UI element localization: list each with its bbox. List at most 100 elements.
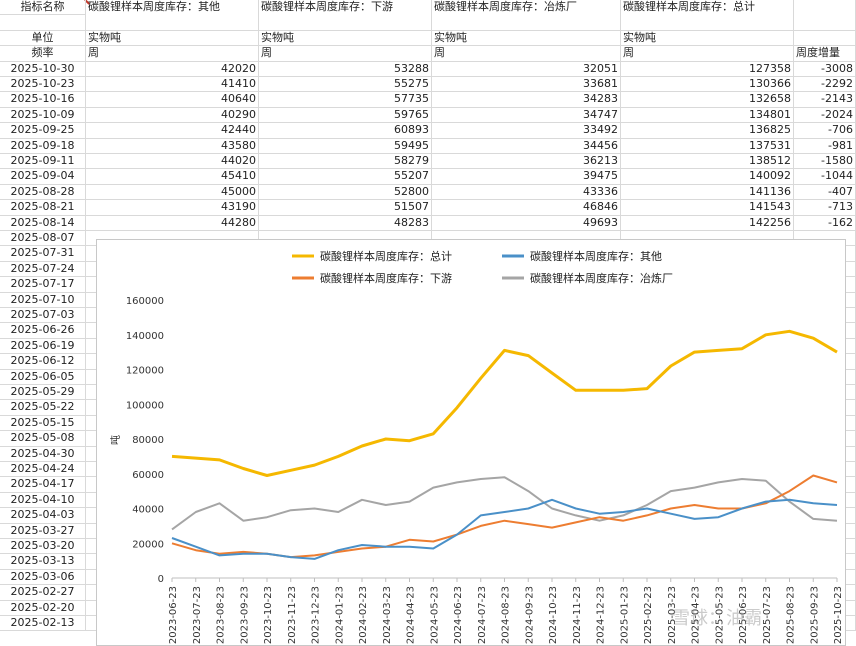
column-freq-cell[interactable]: 周 [259, 46, 432, 62]
value-cell[interactable]: 127358 [621, 61, 794, 77]
value-cell[interactable]: 60893 [259, 123, 432, 139]
value-cell[interactable]: 44280 [86, 215, 259, 231]
date-cell[interactable]: 2025-06-26 [0, 323, 86, 339]
value-cell[interactable]: 140092 [621, 169, 794, 185]
value-cell[interactable]: 39475 [432, 169, 621, 185]
column-unit-cell[interactable]: 实物吨 [432, 30, 621, 47]
date-cell[interactable]: 2025-10-09 [0, 107, 86, 124]
date-cell[interactable]: 2025-05-15 [0, 415, 86, 432]
value-cell[interactable]: 34456 [432, 138, 621, 154]
date-cell[interactable]: 2025-09-18 [0, 138, 86, 154]
date-cell[interactable]: 2025-08-28 [0, 184, 86, 201]
value-cell[interactable]: 44020 [86, 154, 259, 170]
date-cell[interactable]: 2025-08-21 [0, 200, 86, 216]
value-cell[interactable]: 141136 [621, 184, 794, 201]
value-cell[interactable]: 43580 [86, 138, 259, 154]
value-cell[interactable]: -2024 [794, 107, 856, 124]
value-cell[interactable]: -2143 [794, 92, 856, 108]
date-cell[interactable]: 2025-04-30 [0, 446, 86, 462]
date-cell[interactable]: 2025-07-10 [0, 292, 86, 308]
row-label-indicator[interactable]: 指标名称 [0, 0, 86, 16]
inventory-line-chart[interactable]: 0 20000 40000 60000 80000 100000 120000 140000 1… [96, 239, 846, 646]
date-cell[interactable]: 2025-04-03 [0, 508, 86, 524]
value-cell[interactable]: 51507 [259, 200, 432, 216]
value-cell[interactable]: 40290 [86, 107, 259, 124]
column-unit-cell[interactable]: 实物吨 [86, 30, 259, 47]
date-cell[interactable]: 2025-02-20 [0, 600, 86, 616]
column-freq-cell[interactable]: 周 [621, 46, 794, 62]
value-cell[interactable]: 43190 [86, 200, 259, 216]
date-cell[interactable]: 2025-04-10 [0, 492, 86, 509]
date-cell[interactable]: 2025-03-27 [0, 523, 86, 539]
value-cell[interactable]: 57735 [259, 92, 432, 108]
value-cell[interactable]: 137531 [621, 138, 794, 154]
date-cell[interactable]: 2025-05-22 [0, 400, 86, 416]
column-name-cell[interactable]: 碳酸锂样本周度库存：其他 [86, 0, 259, 31]
value-cell[interactable]: 136825 [621, 123, 794, 139]
value-cell[interactable]: -1580 [794, 154, 856, 170]
date-cell[interactable]: 2025-10-16 [0, 92, 86, 108]
value-cell[interactable]: 34283 [432, 92, 621, 108]
value-cell[interactable]: 142256 [621, 215, 794, 231]
value-cell[interactable]: 49693 [432, 215, 621, 231]
date-cell[interactable]: 2025-05-08 [0, 431, 86, 447]
date-cell[interactable]: 2025-07-03 [0, 308, 86, 324]
date-cell[interactable]: 2025-04-24 [0, 462, 86, 478]
value-cell[interactable]: 32051 [432, 61, 621, 77]
value-cell[interactable]: 48283 [259, 215, 432, 231]
date-cell[interactable]: 2025-10-23 [0, 77, 86, 93]
date-cell[interactable]: 2025-05-29 [0, 385, 86, 401]
value-cell[interactable]: 45410 [86, 169, 259, 185]
value-cell[interactable]: 42020 [86, 61, 259, 77]
date-cell[interactable]: 2025-02-27 [0, 585, 86, 601]
value-cell[interactable]: 52800 [259, 184, 432, 201]
value-cell[interactable]: 130366 [621, 77, 794, 93]
date-cell[interactable]: 2025-07-31 [0, 246, 86, 262]
value-cell[interactable]: 45000 [86, 184, 259, 201]
value-cell[interactable]: 141543 [621, 200, 794, 216]
date-cell[interactable]: 2025-03-06 [0, 569, 86, 586]
column-name-cell[interactable] [794, 0, 856, 31]
value-cell[interactable]: 46846 [432, 200, 621, 216]
column-name-cell[interactable]: 碳酸锂样本周度库存：总计 [621, 0, 794, 31]
value-cell[interactable]: 34747 [432, 107, 621, 124]
value-cell[interactable]: 42440 [86, 123, 259, 139]
date-cell[interactable]: 2025-06-05 [0, 369, 86, 385]
value-cell[interactable]: -162 [794, 215, 856, 231]
date-cell[interactable]: 2025-03-20 [0, 539, 86, 555]
value-cell[interactable]: 59495 [259, 138, 432, 154]
date-cell[interactable]: 2025-02-13 [0, 616, 86, 632]
value-cell[interactable]: -3008 [794, 61, 856, 77]
value-cell[interactable]: -713 [794, 200, 856, 216]
date-cell[interactable]: 2025-07-17 [0, 277, 86, 293]
date-cell[interactable]: 2025-06-12 [0, 354, 86, 370]
date-cell[interactable]: 2025-09-25 [0, 123, 86, 139]
value-cell[interactable]: 55207 [259, 169, 432, 185]
value-cell[interactable]: 59765 [259, 107, 432, 124]
value-cell[interactable]: -1044 [794, 169, 856, 185]
value-cell[interactable]: 43336 [432, 184, 621, 201]
column-freq-cell[interactable]: 周 [86, 46, 259, 62]
date-cell[interactable]: 2025-08-07 [0, 231, 86, 247]
column-unit-cell[interactable]: 实物吨 [621, 30, 794, 47]
value-cell[interactable]: 132658 [621, 92, 794, 108]
value-cell[interactable]: 58279 [259, 154, 432, 170]
column-freq-cell[interactable]: 周度增量 [794, 46, 856, 62]
column-freq-cell[interactable]: 周 [432, 46, 621, 62]
column-name-cell[interactable]: 碳酸锂样本周度库存：下游 [259, 0, 432, 31]
date-cell[interactable]: 2025-09-11 [0, 154, 86, 170]
value-cell[interactable]: 55275 [259, 77, 432, 93]
column-unit-cell[interactable] [794, 30, 856, 47]
date-cell[interactable]: 2025-10-30 [0, 61, 86, 77]
value-cell[interactable]: -2292 [794, 77, 856, 93]
value-cell[interactable]: 33681 [432, 77, 621, 93]
value-cell[interactable]: 53288 [259, 61, 432, 77]
column-name-cell[interactable]: 碳酸锂样本周度库存：冶炼厂 [432, 0, 621, 31]
date-cell[interactable]: 2025-07-24 [0, 261, 86, 278]
date-cell[interactable]: 2025-04-17 [0, 477, 86, 493]
value-cell[interactable]: -981 [794, 138, 856, 154]
value-cell[interactable]: 33492 [432, 123, 621, 139]
date-cell[interactable]: 2025-06-19 [0, 338, 86, 355]
value-cell[interactable]: 36213 [432, 154, 621, 170]
